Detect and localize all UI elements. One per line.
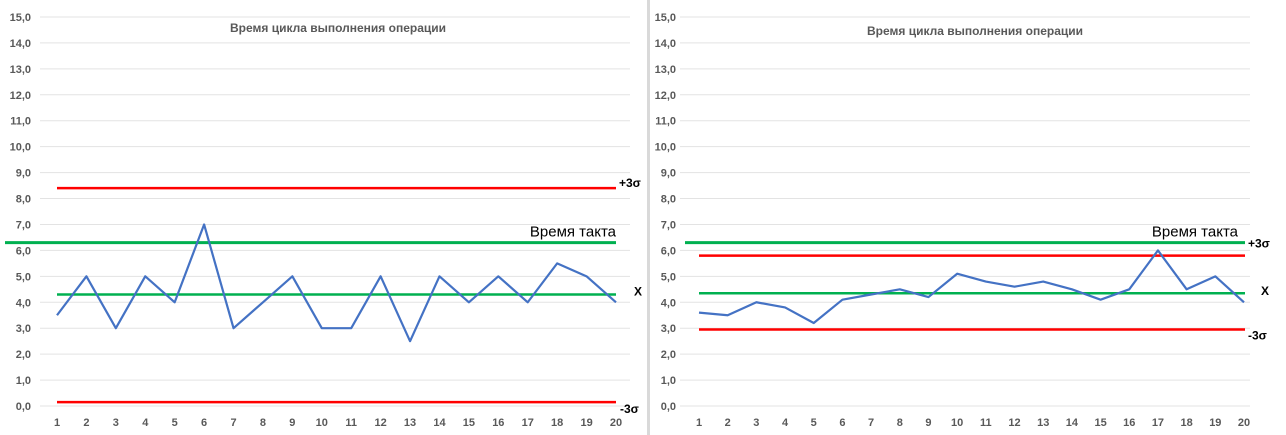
x-tick-label: 15 <box>463 417 475 429</box>
y-tick-label: 4,0 <box>661 297 676 309</box>
reference-line-label: X <box>634 284 642 298</box>
x-tick-label: 3 <box>753 417 759 429</box>
x-tick-label: 7 <box>230 417 236 429</box>
x-tick-label: 14 <box>433 417 446 429</box>
reference-line-label: Время такта <box>1152 224 1239 241</box>
chart-title: Время цикла выполнения операции <box>867 24 1083 38</box>
x-tick-label: 19 <box>580 417 592 429</box>
x-tick-label: 3 <box>113 417 119 429</box>
y-tick-label: 10,0 <box>655 142 676 154</box>
x-tick-label: 1 <box>696 417 702 429</box>
y-tick-label: 4,0 <box>16 297 31 309</box>
x-tick-label: 16 <box>492 417 504 429</box>
chart-panel-right: 0,0 1,0 2,0 3,0 4,0 5,0 6,0 7,0 8,0 9,0 10,0 11,0 12… <box>651 0 1286 435</box>
y-tick-label: 1,0 <box>16 375 31 387</box>
y-tick-label: 6,0 <box>661 245 676 257</box>
reference-line-label: X <box>1261 284 1269 298</box>
y-tick-label: 7,0 <box>661 219 676 231</box>
x-tick-label: 9 <box>925 417 931 429</box>
y-tick-label: 12,0 <box>10 90 31 102</box>
y-tick-label: 0,0 <box>661 401 676 413</box>
series-line <box>698 249 1245 325</box>
x-tick-label: 13 <box>404 417 416 429</box>
x-tick-label: 10 <box>951 417 963 429</box>
x-tick-label: 6 <box>201 417 207 429</box>
y-tick-label: 13,0 <box>655 64 676 76</box>
y-tick-label: 12,0 <box>655 90 676 102</box>
chart-panel-left: 0,0 1,0 2,0 3,0 4,0 5,0 6,0 7,0 8,0 9,0 10,0 11,0 12… <box>5 12 643 429</box>
y-tick-label: 1,0 <box>661 375 676 387</box>
panel-divider <box>647 0 650 435</box>
x-tick-label: 12 <box>375 417 387 429</box>
y-tick-label: 14,0 <box>655 38 676 50</box>
x-tick-label: 5 <box>172 417 178 429</box>
x-tick-label: 12 <box>1008 417 1020 429</box>
y-tick-label: 3,0 <box>16 323 31 335</box>
reference-line-label: -3σ <box>620 402 639 416</box>
y-tick-label: 2,0 <box>661 349 676 361</box>
x-tick-label: 5 <box>811 417 817 429</box>
y-tick-label: 11,0 <box>655 116 676 128</box>
y-tick-label: 15,0 <box>10 12 31 24</box>
x-tick-label: 16 <box>1123 417 1135 429</box>
x-tick-label: 2 <box>83 417 89 429</box>
x-tick-label: 17 <box>522 417 534 429</box>
y-tick-label: 8,0 <box>16 194 31 206</box>
y-tick-label: 3,0 <box>661 323 676 335</box>
x-tick-label: 7 <box>868 417 874 429</box>
cycle-time-chart-right: 0,01,02,03,04,05,06,07,08,09,010,011,012… <box>655 12 1270 429</box>
series-line <box>56 223 617 343</box>
y-tick-label: 5,0 <box>661 271 676 283</box>
x-tick-label: 17 <box>1152 417 1164 429</box>
x-tick-label: 1 <box>54 417 60 429</box>
x-tick-label: 2 <box>725 417 731 429</box>
reference-line-label: +3σ <box>1248 237 1270 251</box>
x-tick-label: 19 <box>1209 417 1221 429</box>
x-tick-label: 8 <box>260 417 266 429</box>
y-tick-label: 9,0 <box>16 168 31 180</box>
chart-title: Время цикла выполнения операции <box>230 21 446 35</box>
x-tick-label: 13 <box>1037 417 1049 429</box>
x-tick-label: 18 <box>551 417 563 429</box>
y-tick-label: 8,0 <box>661 194 676 206</box>
x-tick-label: 6 <box>839 417 845 429</box>
reference-line-label: Время такта <box>530 224 617 241</box>
x-tick-label: 14 <box>1066 417 1079 429</box>
y-tick-label: 10,0 <box>10 142 31 154</box>
x-tick-label: 11 <box>345 417 357 429</box>
x-tick-label: 18 <box>1181 417 1193 429</box>
x-tick-label: 10 <box>316 417 328 429</box>
x-tick-label: 9 <box>289 417 295 429</box>
x-tick-label: 8 <box>897 417 903 429</box>
y-tick-label: 9,0 <box>661 168 676 180</box>
reference-line-label: -3σ <box>1248 328 1267 342</box>
y-tick-label: 5,0 <box>16 271 31 283</box>
x-tick-label: 4 <box>142 417 149 429</box>
x-tick-label: 20 <box>1238 417 1250 429</box>
y-tick-label: 2,0 <box>16 349 31 361</box>
y-tick-label: 15,0 <box>655 12 676 24</box>
y-tick-label: 7,0 <box>16 219 31 231</box>
y-tick-label: 6,0 <box>16 245 31 257</box>
y-tick-label: 0,0 <box>16 401 31 413</box>
y-tick-label: 11,0 <box>10 116 31 128</box>
y-tick-label: 13,0 <box>10 64 31 76</box>
x-tick-label: 20 <box>610 417 622 429</box>
reference-line-label: +3σ <box>619 176 641 190</box>
x-tick-label: 4 <box>782 417 789 429</box>
y-tick-label: 14,0 <box>10 38 31 50</box>
x-tick-label: 15 <box>1094 417 1106 429</box>
x-tick-label: 11 <box>980 417 992 429</box>
cycle-time-chart-left: 0,01,02,03,04,05,06,07,08,09,010,011,012… <box>5 12 642 429</box>
